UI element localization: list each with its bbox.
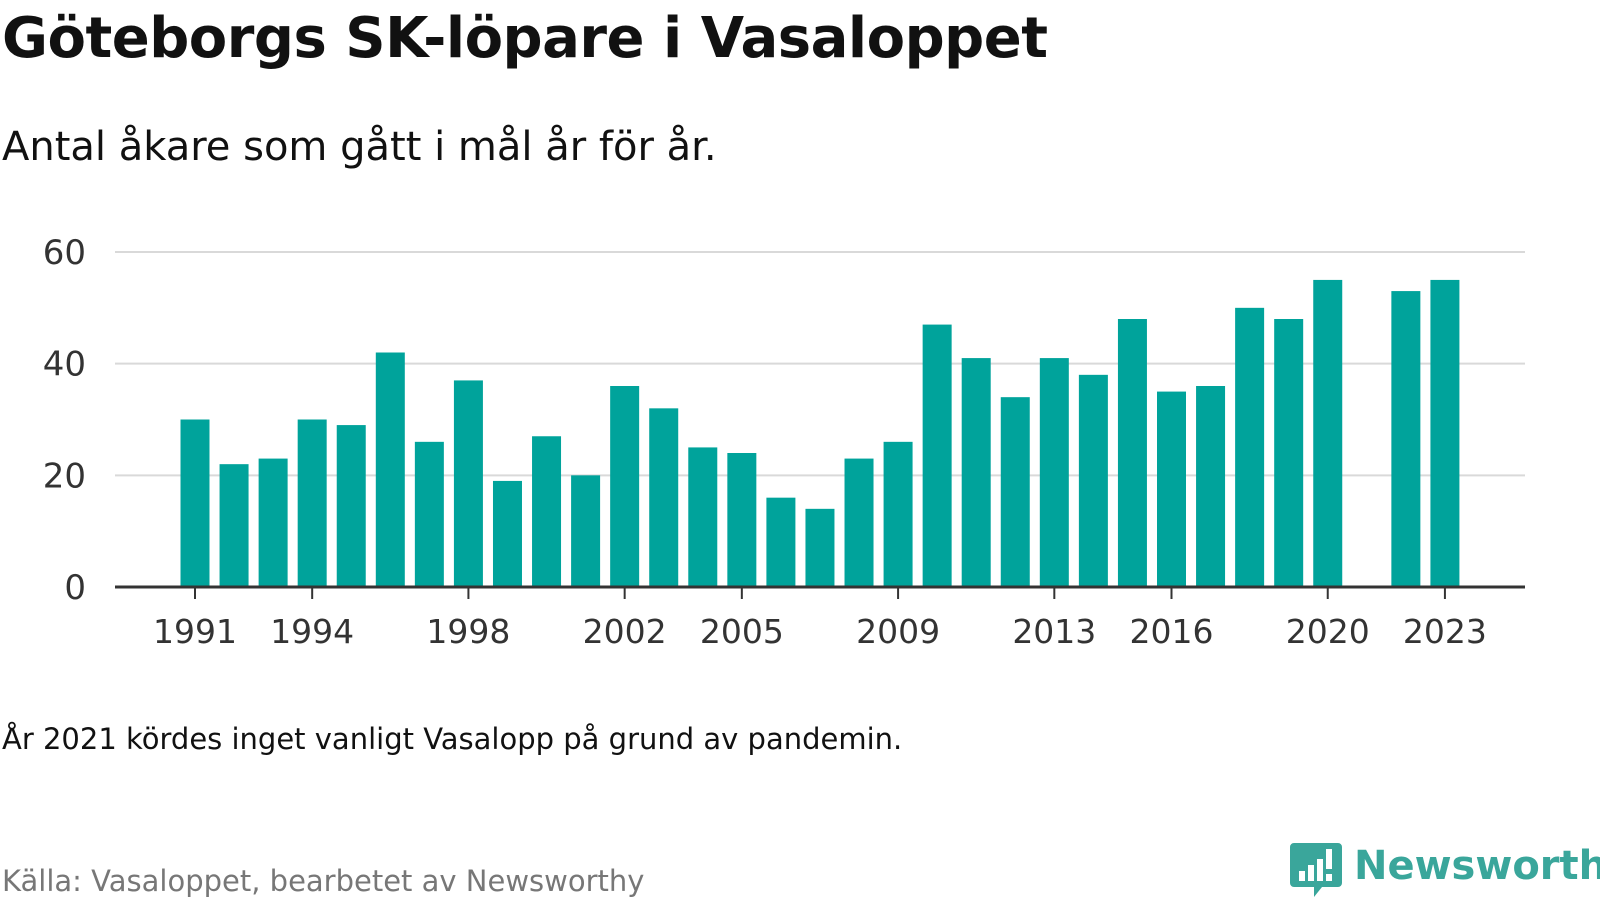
bar [297, 419, 327, 587]
newsworthy-logo: Newsworthy [1290, 843, 1600, 898]
x-tick-label: 2016 [1130, 612, 1214, 651]
x-tick-label: 2020 [1286, 612, 1370, 651]
bar [649, 408, 679, 587]
x-tick-label: 1998 [426, 612, 510, 651]
bar [961, 358, 991, 587]
chart-subtitle: Antal åkare som gått i mål år för år. [2, 124, 717, 170]
bar [414, 441, 444, 587]
bar [1000, 397, 1030, 587]
bar [610, 386, 640, 587]
y-tick-label: 20 [43, 456, 86, 496]
bar [492, 480, 522, 587]
bar [453, 380, 483, 587]
bar [688, 447, 718, 587]
bar [766, 497, 796, 587]
brand-name: Newsworthy [1354, 843, 1600, 889]
x-tick-label: 2009 [856, 612, 940, 651]
bar [1430, 279, 1460, 587]
bar [571, 475, 601, 587]
bar [805, 508, 835, 587]
chart-note: År 2021 kördes inget vanligt Vasalopp på… [2, 722, 903, 756]
bar [1196, 386, 1226, 587]
x-tick-label: 2023 [1403, 612, 1487, 651]
bar [1235, 307, 1265, 587]
bar [883, 441, 913, 587]
bar [922, 324, 952, 587]
x-tick-label: 2005 [700, 612, 784, 651]
y-tick-label: 40 [43, 345, 86, 385]
bar [258, 458, 288, 587]
y-tick-label: 60 [43, 233, 86, 273]
bar [1157, 391, 1186, 587]
y-tick-label: 0 [64, 568, 86, 608]
x-tick-label: 1994 [270, 612, 354, 651]
bar [180, 419, 210, 587]
x-tick-label: 2013 [1012, 612, 1096, 651]
x-tick-label: 2002 [583, 612, 667, 651]
bar [1391, 291, 1421, 587]
bar [532, 436, 562, 587]
bar [375, 352, 405, 587]
x-tick-label: 1991 [153, 612, 237, 651]
bar [844, 458, 874, 587]
bar [219, 464, 249, 587]
bar [1117, 319, 1147, 587]
bar [1078, 374, 1108, 587]
source-credit: Källa: Vasaloppet, bearbetet av Newswort… [2, 864, 645, 898]
chart-title: Göteborgs SK-löpare i Vasaloppet [2, 6, 1048, 71]
bar-chart: 0 20 40 60 1991 1994 1998 2002 2005 2009 2013 2016 2… [43, 233, 1525, 651]
bar [1039, 358, 1069, 587]
bar-chart-speech-bubble-icon [1290, 843, 1342, 897]
bar [1274, 319, 1304, 587]
bar [1313, 279, 1343, 587]
bar [727, 453, 757, 587]
bar [336, 425, 366, 587]
